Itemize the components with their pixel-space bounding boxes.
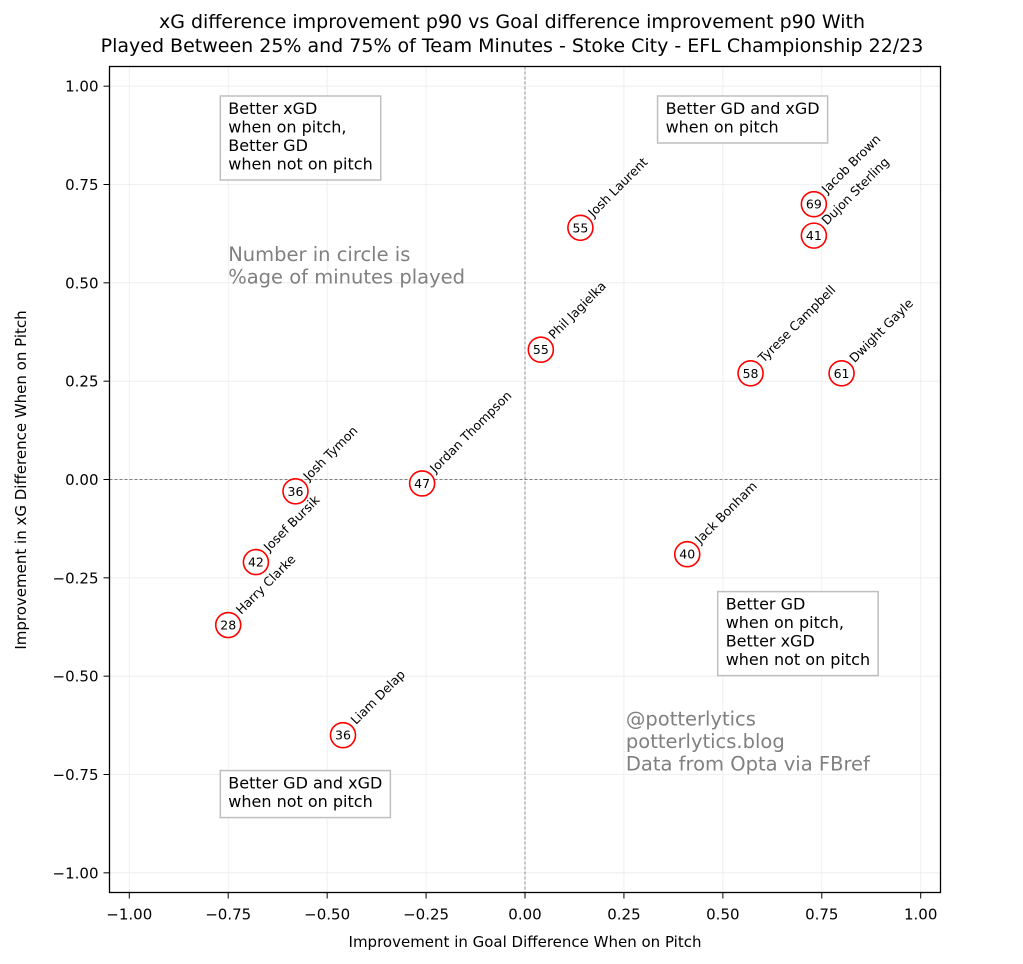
point-marker (214, 611, 242, 639)
point-marker (282, 477, 309, 505)
x-axis-ticks: −1.00 −0.75 −0.50 −0.25 0.00 0.25 0.50 0.75 1.00 (106, 892, 937, 924)
point-name-label: Jack Bonham (691, 478, 760, 547)
x-tick-label: −0.50 (304, 906, 350, 924)
point-marker (408, 470, 436, 497)
point-name-label: Tyrese Campbell (754, 282, 838, 366)
point-name-label: Josh Laurent (584, 154, 650, 220)
y-tick-label: 1.00 (65, 78, 98, 96)
y-tick-label: −0.50 (53, 668, 99, 686)
y-tick-label: 0.00 (65, 471, 98, 489)
annotation-box (219, 769, 392, 819)
annotation-line: Better GD (726, 595, 806, 614)
point-value-label: 61 (834, 366, 850, 381)
minutes-note: Number in circle is%age of minutes playe… (228, 243, 465, 289)
annotation-line: when on pitch, (228, 118, 346, 137)
point-marker (329, 721, 357, 749)
y-tick-label: 0.75 (65, 176, 98, 194)
point-value-label: 69 (806, 197, 822, 212)
y-tick-label: −1.00 (53, 864, 99, 882)
x-tick-label: −0.75 (205, 906, 251, 924)
x-tick-label: 0.25 (607, 906, 640, 924)
point-marker (567, 214, 594, 242)
x-tick-label: 0.00 (508, 906, 541, 924)
title-line-1: xG difference improvement p90 vs Goal di… (159, 11, 865, 33)
point-name-label: Josh Tymon (299, 423, 360, 484)
annotation-box (219, 95, 382, 181)
y-tick-label: 0.50 (65, 274, 98, 292)
note-line: potterlytics.blog (626, 730, 785, 753)
point-value-label: 58 (743, 366, 759, 381)
point-value-label: 36 (288, 484, 304, 499)
point-name-label: Jordan Thompson (426, 388, 514, 476)
note-line: Number in circle is (228, 243, 410, 266)
point-marker (673, 540, 701, 568)
point-value-label: 40 (679, 547, 695, 562)
point-value-label: 42 (248, 555, 264, 570)
y-tick-label: −0.25 (53, 569, 99, 587)
annotation-line: when not on pitch (726, 650, 870, 669)
point-name-label: Phil Jagielka (545, 278, 609, 342)
point-value-label: 55 (533, 342, 549, 357)
point-value-label: 55 (572, 220, 588, 235)
x-tick-label: 0.50 (706, 906, 739, 924)
point-marker (800, 190, 828, 218)
point-value-label: 47 (414, 476, 430, 491)
y-axis-ticks: −1.00 −0.75 −0.50 −0.25 0.00 0.25 0.50 0.75 1.00 (53, 78, 110, 882)
point-marker (737, 359, 764, 387)
note-line: @potterlytics (626, 707, 756, 730)
point-marker (527, 336, 555, 364)
reference-lines (109, 66, 941, 893)
annotation-line: Better GD and xGD (666, 99, 820, 118)
y-axis-label: Improvement in xG Difference When on Pit… (12, 310, 30, 649)
x-tick-label: 0.75 (805, 906, 838, 924)
annotation-line: when not on pitch (228, 155, 372, 174)
x-tick-label: 1.00 (904, 906, 937, 924)
title-line-2: Played Between 25% and 75% of Team Minut… (101, 35, 924, 57)
annotation-line: when not on pitch (228, 792, 372, 811)
x-tick-label: −0.25 (403, 906, 449, 924)
annotation-box (656, 95, 829, 144)
point-marker (800, 222, 828, 249)
point-name-label: Dwight Gayle (846, 295, 916, 365)
x-tick-label: −1.00 (106, 906, 152, 924)
annotation-line: Better GD and xGD (228, 774, 382, 793)
annotation-line: Better xGD (228, 99, 317, 118)
x-axis-label: Improvement in Goal Difference When on P… (349, 933, 702, 951)
point-value-label: 41 (806, 228, 822, 243)
point-value-label: 28 (220, 618, 236, 633)
note-line: %age of minutes played (228, 266, 465, 289)
y-tick-label: 0.25 (65, 373, 98, 391)
y-tick-label: −0.75 (53, 766, 99, 784)
note-line: Data from Opta via FBref (626, 752, 871, 775)
point-value-label: 36 (335, 728, 351, 743)
point-marker (242, 548, 270, 576)
annotation-box (716, 590, 879, 677)
annotation-line: when on pitch, (726, 613, 844, 632)
annotation-line: Better xGD (726, 632, 815, 651)
chart-title: xG difference improvement p90 vs Goal di… (101, 11, 924, 57)
annotation-line: Better GD (228, 136, 308, 155)
point-marker (828, 359, 855, 387)
annotation-line: when on pitch (666, 118, 779, 137)
